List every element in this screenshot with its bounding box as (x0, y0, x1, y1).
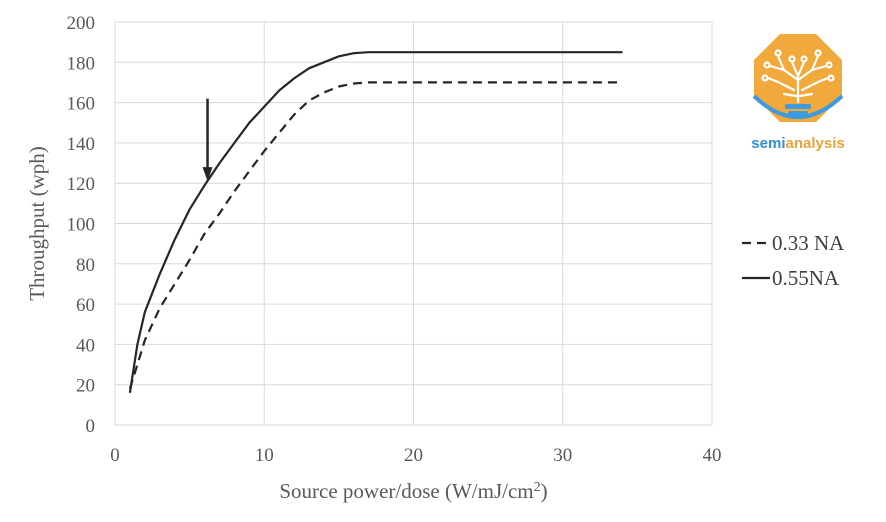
y-tick-label: 180 (67, 53, 96, 74)
logo-wordmark: semianalysis (751, 135, 844, 152)
x-tick-label: 0 (110, 445, 120, 466)
y-tick-label: 100 (67, 215, 96, 236)
y-tick-label: 140 (67, 134, 96, 155)
series-line-solid (128, 51, 623, 393)
y-tick-label: 200 (67, 13, 96, 34)
x-tick-label: 10 (255, 445, 274, 466)
legend-label: 0.55NA (772, 266, 840, 290)
series-line-dashed (128, 81, 623, 390)
x-tick-label: 20 (404, 445, 423, 466)
x-axis-title: Source power/dose (W/mJ/cm2) (279, 479, 547, 503)
y-tick-label: 0 (86, 416, 96, 437)
semianalysis-logo: semianalysis (751, 34, 845, 152)
y-tick-label: 160 (67, 94, 96, 115)
x-tick-label: 30 (553, 445, 572, 466)
annotation-layer (202, 98, 213, 182)
legend-label: 0.33 NA (772, 231, 845, 255)
y-tick-label: 120 (67, 174, 96, 195)
bulb-base-icon (752, 94, 844, 119)
x-axis-ticks: 0 10 20 30 40 (110, 445, 721, 466)
annotation-arrow-head (202, 167, 213, 182)
legend: 0.33 NA 0.55NA (742, 231, 845, 290)
y-tick-label: 80 (76, 255, 95, 276)
y-tick-label: 40 (76, 335, 95, 356)
series-layer (128, 51, 623, 393)
y-axis-title: Throughput (wph) (25, 146, 49, 301)
y-axis-ticks: 0 20 40 60 80 100 120 140 160 180 200 (67, 13, 96, 437)
y-tick-label: 60 (76, 295, 95, 316)
plot-area-border (114, 21, 713, 426)
x-tick-label: 40 (703, 445, 722, 466)
tree-icon (761, 49, 835, 104)
y-tick-label: 20 (76, 376, 95, 397)
